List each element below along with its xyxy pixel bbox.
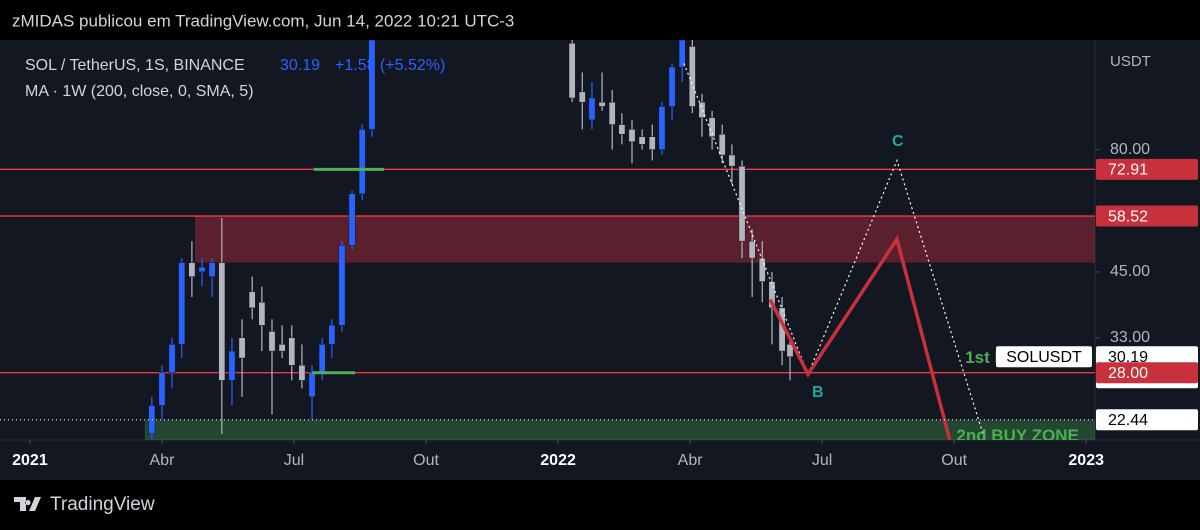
candle-body <box>258 302 266 326</box>
annotation: C <box>892 133 904 150</box>
candle-body <box>318 344 326 373</box>
projection-line <box>683 63 986 440</box>
y-axis-label: USDT <box>1110 53 1151 70</box>
candle-body <box>348 193 356 246</box>
last-price: 30.19 <box>280 57 320 74</box>
candle-body <box>748 240 756 259</box>
publisher: zMIDAS publicou em TradingView.com, Jun … <box>12 11 514 30</box>
change: +1.58 (+5.52%) <box>335 57 445 74</box>
price-tag-label: 72.91 <box>1108 162 1148 179</box>
x-tick-label: Abr <box>150 452 176 469</box>
x-tick-label: Out <box>941 452 967 469</box>
candle-body <box>578 91 586 103</box>
candle-body <box>168 344 176 373</box>
candle-body <box>248 291 256 309</box>
candle-body <box>738 165 746 242</box>
brand: TradingView <box>50 494 155 515</box>
candle-body <box>718 133 726 156</box>
annotation: B <box>812 384 824 401</box>
indicator: MA · 1W (200, close, 0, SMA, 5) <box>25 83 254 100</box>
candle-body <box>238 337 246 359</box>
candle-body <box>178 262 186 345</box>
x-tick-label: Jul <box>812 452 832 469</box>
candle-body <box>658 106 666 150</box>
logo <box>14 497 41 511</box>
candle-body <box>688 46 696 107</box>
y-tick-label: 33.00 <box>1110 329 1150 346</box>
candle-body <box>628 129 636 143</box>
candle-body <box>278 344 286 352</box>
candle-body <box>198 266 206 273</box>
candle-body <box>588 97 596 121</box>
candle-body <box>638 136 646 145</box>
candle-body <box>568 42 576 99</box>
candle-body <box>698 101 706 118</box>
symbol-tag <box>996 346 1092 368</box>
zone <box>144 419 1095 440</box>
candle-body <box>758 257 766 282</box>
y-tick-label: 80.00 <box>1110 141 1150 158</box>
candle-body <box>678 40 686 68</box>
symbol: SOL / TetherUS, 1S, BINANCE <box>25 57 245 74</box>
symbol-tag-label: SOLUSDT <box>1006 349 1082 366</box>
candle-body <box>618 124 626 135</box>
candle-body <box>298 364 306 381</box>
x-tick-label: 2023 <box>1068 452 1104 469</box>
x-tick-label: Abr <box>678 452 704 469</box>
candle-body <box>288 337 296 366</box>
candle-body <box>668 66 676 107</box>
x-tick-label: 2021 <box>12 452 48 469</box>
price-tag-label: 30.19 <box>1108 349 1148 366</box>
candle-body <box>148 405 156 435</box>
candle-body <box>328 325 336 345</box>
candle-body <box>728 154 736 167</box>
candle-body <box>708 117 716 137</box>
candle-body <box>358 129 366 194</box>
candle-body <box>368 40 376 130</box>
price-tag <box>1096 362 1198 384</box>
x-tick-label: Out <box>413 452 439 469</box>
candle-body <box>218 262 226 381</box>
price-tag-label: 28.00 <box>1108 365 1148 382</box>
candle-body <box>188 262 196 277</box>
x-tick-label: Jul <box>284 452 304 469</box>
y-tick-label: 45.00 <box>1110 263 1150 280</box>
candle-body <box>228 350 236 381</box>
price-tag-label: 58.52 <box>1108 208 1148 225</box>
candle-body <box>338 245 346 326</box>
overlay: 80.00 45.00 33.00 2021 Abr Jul Out 2022 Abr Jul Ou… <box>12 141 1198 469</box>
chart-pane <box>0 40 1200 480</box>
price-tag <box>1096 158 1198 180</box>
candle-body <box>608 101 616 125</box>
candle-body <box>208 262 216 277</box>
price-tag <box>1096 409 1198 431</box>
price-tag <box>1096 205 1198 227</box>
zigzag-line <box>768 234 952 440</box>
candle-body <box>768 281 776 309</box>
price-tag-label: 22.44 <box>1108 412 1148 429</box>
zone <box>194 216 1095 263</box>
candle-body <box>786 344 794 357</box>
candle-body <box>598 101 606 107</box>
candle-body <box>158 372 166 406</box>
candle-body <box>308 372 316 398</box>
candle-body <box>648 136 656 150</box>
candle-body <box>268 331 276 352</box>
annotation: 2nd BUY ZONE <box>956 426 1078 445</box>
x-tick-label: 2022 <box>540 452 576 469</box>
